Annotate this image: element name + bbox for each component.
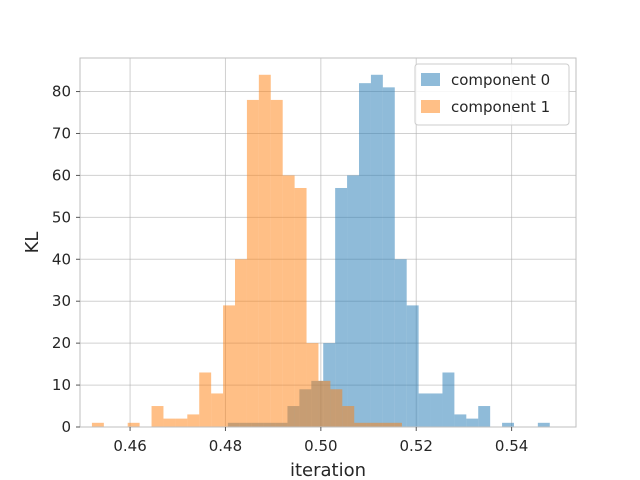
y-tick-label: 0: [61, 418, 71, 436]
histogram-bar: [151, 406, 164, 427]
histogram-bar: [354, 422, 367, 427]
legend-label-component-1: component 1: [451, 98, 550, 116]
histogram-bar: [270, 99, 283, 427]
histogram-bar: [442, 372, 455, 427]
histogram-bar: [342, 406, 355, 427]
histogram-bar: [199, 372, 212, 427]
y-tick-label: 80: [52, 83, 71, 101]
legend-frame: [414, 63, 570, 126]
x-tick-label: 0.50: [304, 437, 337, 455]
y-tick-label: 70: [52, 124, 71, 142]
histogram-bar: [378, 422, 390, 427]
histogram-bar: [163, 418, 176, 427]
histogram-bar: [502, 422, 514, 427]
histogram-bar: [318, 380, 331, 427]
x-tick-label: 0.54: [495, 437, 528, 455]
histogram-bar: [282, 175, 295, 427]
histogram-bar: [91, 422, 104, 427]
legend-swatch-component-1: [421, 100, 440, 113]
histogram-bar: [430, 393, 443, 427]
y-tick-label: 20: [52, 334, 71, 352]
histogram-bar: [223, 305, 235, 427]
y-axis-label: KL: [22, 232, 43, 254]
histogram-bar: [454, 414, 467, 427]
legend-label-component-0: component 0: [451, 71, 550, 89]
histogram-bar: [390, 422, 402, 427]
y-tick-label: 50: [52, 208, 71, 226]
y-tick-label: 10: [52, 376, 71, 394]
x-tick-label: 0.46: [113, 437, 146, 455]
x-tick-label: 0.52: [400, 437, 433, 455]
histogram-bar: [478, 406, 491, 427]
histogram-bar: [187, 414, 200, 427]
y-axis-ticks: 0 10 20 30 40 50 60 70 80: [52, 83, 80, 436]
x-tick-label: 0.48: [209, 437, 242, 455]
histogram-bar: [394, 259, 407, 427]
histogram-bar: [330, 389, 343, 427]
series-component-1: [91, 74, 402, 427]
axes-frame: [79, 57, 577, 428]
histogram-bar: [246, 99, 259, 427]
y-tick-label: 30: [52, 292, 71, 310]
x-axis-ticks: 0.46 0.48 0.50 0.52 0.54: [113, 427, 528, 455]
histogram-bar: [359, 83, 371, 427]
histogram-bars: [91, 74, 550, 428]
histogram-bar: [335, 187, 348, 427]
y-tick-label: 60: [52, 166, 71, 184]
legend: component 0 component 1: [414, 63, 570, 126]
histogram-bar: [370, 74, 383, 427]
histogram-bar: [235, 259, 247, 427]
histogram-bar: [366, 422, 379, 427]
x-axis-label: iteration: [290, 460, 366, 480]
histogram-bar: [347, 175, 359, 427]
histogram-bar: [306, 343, 319, 427]
histogram-bar: [537, 422, 550, 427]
histogram-bar: [382, 87, 395, 428]
histogram-bar: [418, 393, 431, 427]
y-tick-label: 40: [52, 250, 71, 268]
histogram-bar: [211, 393, 224, 427]
histogram-bar: [466, 418, 479, 427]
histogram-bar: [127, 422, 140, 427]
histogram-bar: [258, 74, 271, 427]
histogram-bar: [406, 305, 419, 427]
legend-swatch-component-0: [421, 73, 440, 86]
histogram-bar: [294, 187, 307, 427]
histogram-bar: [175, 418, 188, 427]
